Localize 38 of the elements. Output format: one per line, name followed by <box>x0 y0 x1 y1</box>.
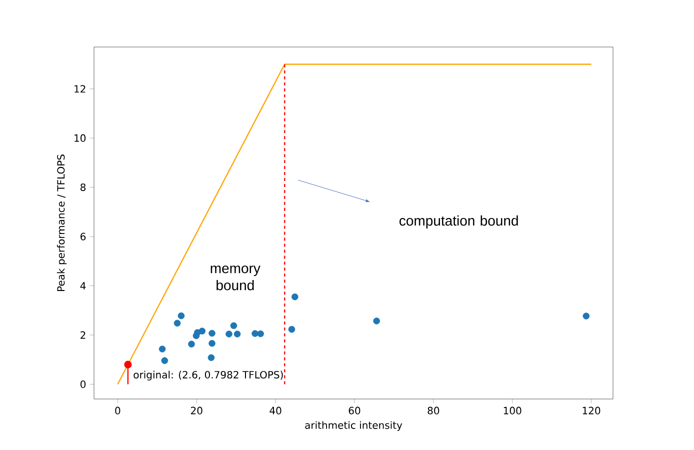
y-tick-label: 12 <box>74 85 86 93</box>
point <box>174 320 181 327</box>
point <box>234 330 241 338</box>
x-tick-label: 80 <box>428 406 440 414</box>
x-tick-label: 40 <box>270 406 282 414</box>
x-axis-title: arithmetic intensity <box>305 421 402 431</box>
x-tick-label: 120 <box>582 406 600 414</box>
point <box>582 312 590 320</box>
annotation: original: (2.6, 0.7982 TFLOPS) <box>134 370 283 380</box>
point <box>230 322 238 330</box>
y-tick-label: 6 <box>80 232 86 240</box>
y-tick-label: 0 <box>80 380 86 388</box>
point <box>208 340 216 347</box>
point <box>188 340 195 348</box>
x-tick-label: 0 <box>115 406 120 414</box>
x-tick-label: 20 <box>190 406 202 414</box>
point <box>161 357 168 364</box>
point <box>158 346 166 352</box>
y-tick-label: 2 <box>80 331 86 339</box>
y-tick-label: 10 <box>74 134 86 142</box>
point <box>288 326 296 333</box>
x-tick-label: 100 <box>504 406 522 414</box>
annotation: memory bound <box>210 266 260 290</box>
point <box>373 318 380 324</box>
point <box>208 330 216 337</box>
point <box>178 312 185 320</box>
point <box>208 354 215 362</box>
y-tick-label: 8 <box>80 184 86 192</box>
point <box>292 293 298 300</box>
y-axis-title: Peak performance / TFLOPS <box>56 154 67 292</box>
point <box>226 330 232 338</box>
point <box>257 330 264 338</box>
y-tick-label: 4 <box>80 282 86 290</box>
point <box>252 330 258 337</box>
x-tick-label: 60 <box>348 406 360 414</box>
point <box>198 328 206 334</box>
point <box>124 360 132 368</box>
annotation: computation bound <box>400 215 518 228</box>
